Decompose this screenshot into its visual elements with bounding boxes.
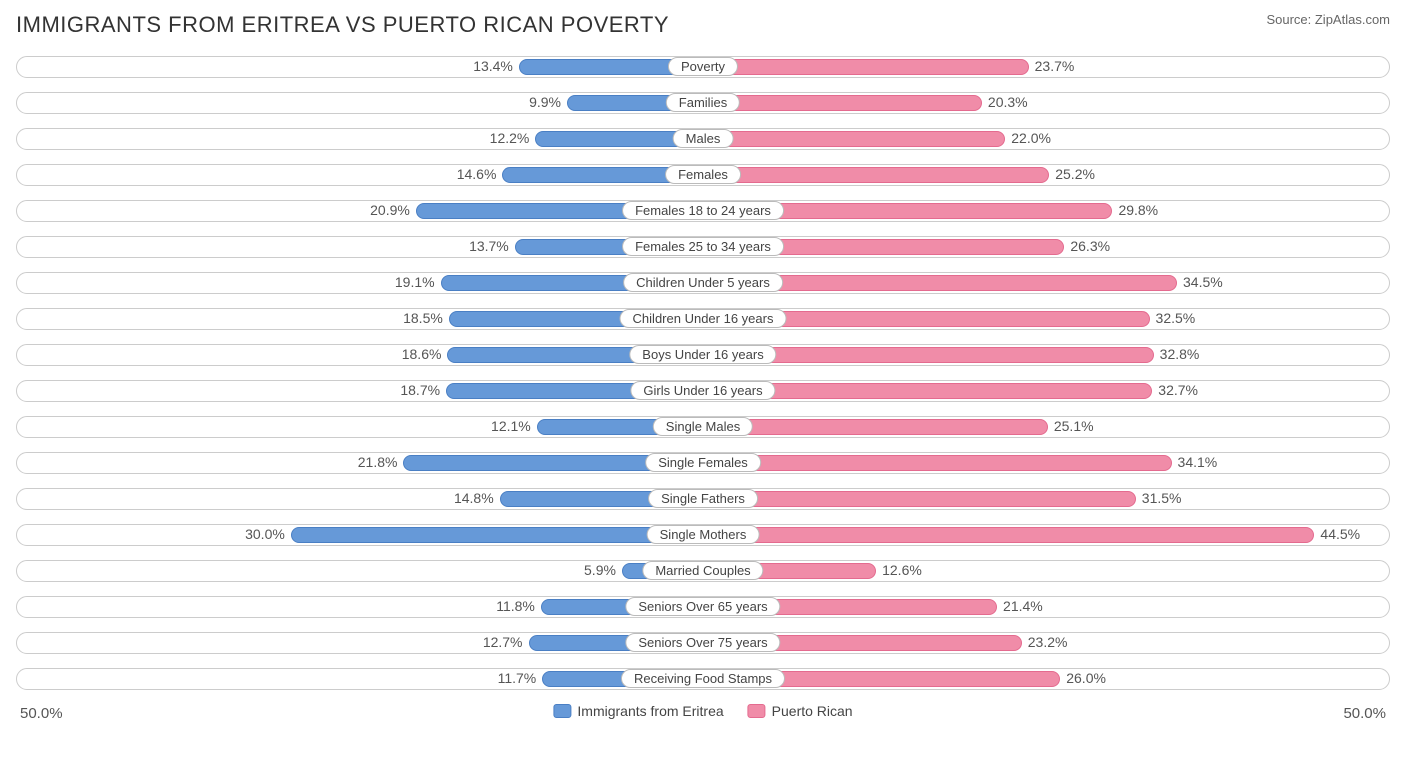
value-right: 26.3%	[1070, 238, 1110, 254]
category-label: Single Fathers	[648, 489, 758, 508]
value-right: 29.8%	[1118, 202, 1158, 218]
category-label: Males	[673, 129, 734, 148]
value-right: 22.0%	[1011, 130, 1051, 146]
chart-row: 12.2% 22.0% Males	[16, 122, 1390, 155]
chart-row: 14.6% 25.2% Females	[16, 158, 1390, 191]
value-left: 14.6%	[457, 166, 497, 182]
value-left: 9.9%	[529, 94, 561, 110]
value-left: 19.1%	[395, 274, 435, 290]
value-left: 13.4%	[473, 58, 513, 74]
category-label: Children Under 5 years	[623, 273, 783, 292]
chart-row: 12.1% 25.1% Single Males	[16, 410, 1390, 443]
legend-swatch-right	[748, 704, 766, 718]
chart-row: 19.1% 34.5% Children Under 5 years	[16, 266, 1390, 299]
legend-label-right: Puerto Rican	[772, 703, 853, 719]
value-right: 23.2%	[1028, 634, 1068, 650]
category-label: Girls Under 16 years	[630, 381, 775, 400]
value-right: 25.1%	[1054, 418, 1094, 434]
value-right: 32.7%	[1158, 382, 1198, 398]
value-left: 18.6%	[402, 346, 442, 362]
value-right: 21.4%	[1003, 598, 1043, 614]
value-left: 20.9%	[370, 202, 410, 218]
chart-row: 12.7% 23.2% Seniors Over 75 years	[16, 626, 1390, 659]
chart-row: 9.9% 20.3% Families	[16, 86, 1390, 119]
value-right: 20.3%	[988, 94, 1028, 110]
value-left: 11.7%	[498, 670, 537, 686]
bar-right	[703, 131, 1005, 147]
category-label: Receiving Food Stamps	[621, 669, 785, 688]
category-label: Females 25 to 34 years	[622, 237, 784, 256]
category-label: Single Females	[645, 453, 761, 472]
bar-right	[703, 527, 1314, 543]
chart-row: 18.7% 32.7% Girls Under 16 years	[16, 374, 1390, 407]
chart-row: 20.9% 29.8% Females 18 to 24 years	[16, 194, 1390, 227]
chart-row: 13.4% 23.7% Poverty	[16, 50, 1390, 83]
bar-right	[703, 59, 1029, 75]
bar-right	[703, 455, 1172, 471]
bar-left	[291, 527, 703, 543]
value-left: 21.8%	[358, 454, 398, 470]
legend: Immigrants from Eritrea Puerto Rican	[553, 703, 852, 719]
header: IMMIGRANTS FROM ERITREA VS PUERTO RICAN …	[16, 12, 1390, 38]
category-label: Single Males	[653, 417, 753, 436]
value-left: 12.1%	[491, 418, 531, 434]
chart-title: IMMIGRANTS FROM ERITREA VS PUERTO RICAN …	[16, 12, 669, 38]
chart-row: 18.5% 32.5% Children Under 16 years	[16, 302, 1390, 335]
category-label: Seniors Over 65 years	[625, 597, 780, 616]
category-label: Boys Under 16 years	[629, 345, 776, 364]
bar-right	[703, 95, 982, 111]
chart-footer: 50.0% Immigrants from Eritrea Puerto Ric…	[16, 701, 1390, 729]
bar-right	[703, 167, 1049, 183]
legend-label-left: Immigrants from Eritrea	[577, 703, 723, 719]
value-right: 32.8%	[1160, 346, 1200, 362]
source-label: Source: ZipAtlas.com	[1266, 12, 1390, 27]
value-right: 26.0%	[1066, 670, 1106, 686]
diverging-bar-chart: 13.4% 23.7% Poverty 9.9% 20.3% Families 12.2% 2…	[16, 50, 1390, 695]
value-right: 32.5%	[1156, 310, 1196, 326]
value-left: 11.8%	[496, 598, 535, 614]
value-right: 23.7%	[1035, 58, 1075, 74]
bar-right	[703, 419, 1048, 435]
value-right: 34.5%	[1183, 274, 1223, 290]
chart-row: 21.8% 34.1% Single Females	[16, 446, 1390, 479]
chart-row: 14.8% 31.5% Single Fathers	[16, 482, 1390, 515]
legend-item-left: Immigrants from Eritrea	[553, 703, 723, 719]
chart-row: 11.8% 21.4% Seniors Over 65 years	[16, 590, 1390, 623]
value-left: 18.7%	[400, 382, 440, 398]
chart-row: 13.7% 26.3% Females 25 to 34 years	[16, 230, 1390, 263]
category-label: Single Mothers	[647, 525, 760, 544]
value-left: 5.9%	[584, 562, 616, 578]
value-left: 13.7%	[469, 238, 509, 254]
value-left: 30.0%	[245, 526, 285, 542]
bar-right	[703, 491, 1136, 507]
value-right: 34.1%	[1178, 454, 1218, 470]
value-left: 18.5%	[403, 310, 443, 326]
value-right: 31.5%	[1142, 490, 1182, 506]
value-right: 44.5%	[1320, 526, 1360, 542]
chart-row: 18.6% 32.8% Boys Under 16 years	[16, 338, 1390, 371]
chart-row: 5.9% 12.6% Married Couples	[16, 554, 1390, 587]
chart-row: 11.7% 26.0% Receiving Food Stamps	[16, 662, 1390, 695]
category-label: Families	[666, 93, 740, 112]
value-right: 25.2%	[1055, 166, 1095, 182]
category-label: Females 18 to 24 years	[622, 201, 784, 220]
category-label: Seniors Over 75 years	[625, 633, 780, 652]
category-label: Children Under 16 years	[620, 309, 787, 328]
category-label: Poverty	[668, 57, 738, 76]
value-left: 12.2%	[490, 130, 530, 146]
axis-max-right: 50.0%	[1343, 705, 1386, 722]
category-label: Females	[665, 165, 741, 184]
chart-row: 30.0% 44.5% Single Mothers	[16, 518, 1390, 551]
value-right: 12.6%	[882, 562, 922, 578]
legend-swatch-left	[553, 704, 571, 718]
axis-max-left: 50.0%	[20, 705, 63, 722]
legend-item-right: Puerto Rican	[748, 703, 853, 719]
category-label: Married Couples	[642, 561, 763, 580]
value-left: 12.7%	[483, 634, 523, 650]
value-left: 14.8%	[454, 490, 494, 506]
